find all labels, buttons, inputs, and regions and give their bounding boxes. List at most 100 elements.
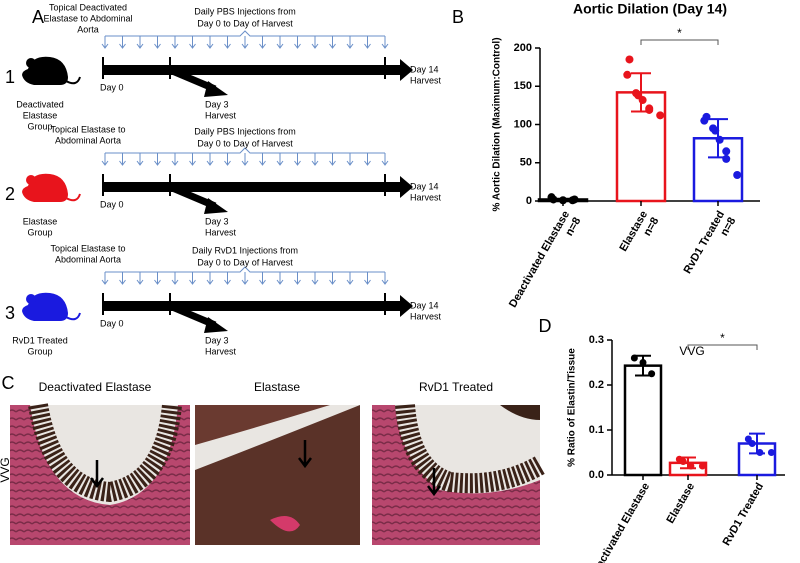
data-point xyxy=(630,354,638,362)
injection-arrow xyxy=(171,272,179,285)
group-label: Deactivated xyxy=(16,99,64,109)
panel-label: A xyxy=(32,7,44,27)
histology-images xyxy=(10,403,545,545)
y-tick-label: 0.1 xyxy=(589,424,604,436)
injection-arrow xyxy=(154,36,161,49)
timeline-bar xyxy=(103,182,401,192)
injection-arrow xyxy=(119,36,126,49)
chart: B Aortic Dilation (Day 14) % Aortic Dilati… xyxy=(452,1,760,310)
y-axis-label: % Ratio of Elastin/Tissue xyxy=(567,348,578,467)
category-label: Elastase xyxy=(664,481,697,526)
injection-arrow xyxy=(224,36,231,49)
injection-arrow xyxy=(311,36,319,49)
injection-arrow xyxy=(259,153,266,166)
day3-label: Day 3 xyxy=(205,335,229,345)
bar xyxy=(623,364,663,477)
injection-arrow xyxy=(189,272,196,285)
injection-arrow xyxy=(381,272,389,285)
y-tick-label: 0.2 xyxy=(589,379,604,391)
data-point xyxy=(756,449,764,456)
category-label: Deactivated Elastase xyxy=(507,209,572,310)
y-tick-label: 0 xyxy=(526,195,532,207)
x-tick-label: RvD1 Treated xyxy=(721,481,767,548)
injection-arrow xyxy=(364,153,371,166)
injection-arrow xyxy=(241,272,249,285)
data-point xyxy=(570,195,579,204)
data-point xyxy=(711,126,720,135)
injection-arrow xyxy=(294,36,301,49)
y-tick-label: 0.3 xyxy=(589,334,604,346)
injection-arrow xyxy=(329,272,336,285)
injection-arrow xyxy=(241,36,249,49)
timeline-bar xyxy=(103,301,401,311)
injection-arrow xyxy=(101,36,109,49)
injection-arrow xyxy=(329,36,336,49)
day14-label: Harvest xyxy=(410,192,442,202)
injection-arrow xyxy=(189,36,196,49)
group-label: Elastase xyxy=(23,110,58,120)
data-point xyxy=(722,147,731,156)
injection-arrow xyxy=(311,272,319,285)
treatment-text: Topical Elastase to xyxy=(50,124,125,134)
injection-arrow xyxy=(364,272,371,285)
data-point xyxy=(638,96,647,105)
mouse-ear xyxy=(26,294,36,304)
category-label: RvD1 Treated xyxy=(721,481,767,548)
injection-arrow xyxy=(136,36,144,49)
y-tick-label: 0.0 xyxy=(589,469,604,481)
harvest-head xyxy=(204,317,228,333)
injection-arrow xyxy=(101,153,109,166)
injection-text: Daily PBS Injections from xyxy=(194,126,296,136)
data-point xyxy=(549,195,558,204)
image-title: Elastase xyxy=(254,380,300,394)
y-tick-label: 150 xyxy=(514,80,532,92)
injection-arrow xyxy=(206,272,214,285)
timeline-bar xyxy=(103,65,401,75)
row-number: 2 xyxy=(5,184,15,204)
mouse-icon xyxy=(22,56,81,85)
injection-arrow xyxy=(206,36,214,49)
y-tick-label: 50 xyxy=(520,157,532,169)
harvest-head xyxy=(204,198,228,214)
data-point xyxy=(623,70,632,79)
injection-arrow xyxy=(119,272,126,285)
injection-arrow xyxy=(224,272,231,285)
injection-brace xyxy=(105,147,385,154)
mouse-icon xyxy=(22,173,81,202)
treatment-text: Aorta xyxy=(77,24,99,34)
chart-title: VVG xyxy=(679,344,704,358)
x-tick-label: Deactivated Elastase xyxy=(587,481,652,563)
panel-label: B xyxy=(452,7,464,27)
injection-arrow xyxy=(154,153,161,166)
day0-label: Day 0 xyxy=(100,318,124,328)
injection-arrow xyxy=(294,153,301,166)
data-point xyxy=(700,116,709,125)
panel-label: C xyxy=(2,373,15,393)
data-point xyxy=(625,55,634,64)
image-title: Deactivated Elastase xyxy=(39,380,152,394)
group-label: Group xyxy=(27,121,52,131)
data-point xyxy=(748,440,756,447)
data-point xyxy=(687,462,695,470)
chart-title: Aortic Dilation (Day 14) xyxy=(573,1,727,17)
data-point xyxy=(733,170,742,179)
y-axis-label: % Aortic Dilation (Maximum:Control) xyxy=(492,37,503,211)
mouse-icon xyxy=(22,292,81,321)
injection-text: Day 0 to Day of Harvest xyxy=(197,138,293,148)
data-point xyxy=(767,449,775,456)
injection-arrow xyxy=(276,36,284,49)
day14-label: Day 14 xyxy=(410,64,439,74)
y-tick-label: 200 xyxy=(514,42,532,54)
category-label: RvD1 Treated xyxy=(682,209,728,276)
injection-arrow xyxy=(171,153,179,166)
day0-label: Day 0 xyxy=(100,82,124,92)
mouse-ear xyxy=(26,58,36,68)
injection-arrow xyxy=(259,272,266,285)
significance-bracket xyxy=(640,39,719,45)
treatment-text: Elastase to Abdominal xyxy=(43,13,132,23)
mouse-tail xyxy=(65,312,81,321)
data-point xyxy=(679,458,687,465)
day3-label: Harvest xyxy=(205,346,237,356)
row-number: 3 xyxy=(5,303,15,323)
